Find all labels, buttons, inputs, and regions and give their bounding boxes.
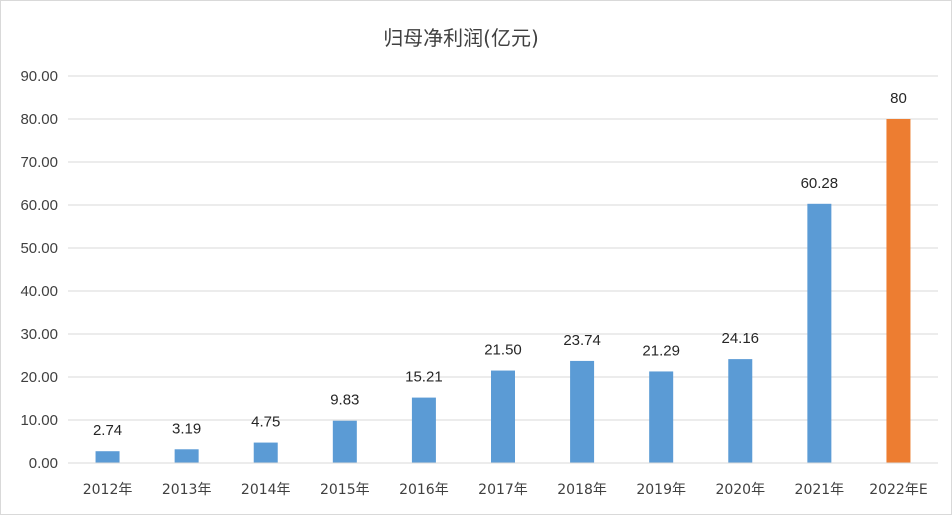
y-tick-label: 0.00 [29,455,58,472]
y-tick-label: 50.00 [20,240,58,257]
y-tick-label: 70.00 [20,154,58,171]
x-tick-label: 2012年 [83,482,133,498]
x-tick-label: 2013年 [162,482,212,498]
bar [411,397,436,463]
bar [649,371,674,463]
bar [728,359,753,463]
data-label: 24.16 [721,330,759,347]
x-tick-label: 2015年 [320,482,370,498]
chart-title: 归母净利润(亿元) [383,26,539,50]
data-label: 3.19 [172,420,201,437]
data-labels: 2.74 3.19 4.75 9.83 15.21 21.50 23.74 21.29 24.1… [93,90,907,439]
bar [491,370,515,463]
x-tick-label: 2020年 [715,482,765,498]
bar [570,360,595,463]
data-label: 21.50 [484,342,522,359]
x-tick-label: 2016年 [399,482,449,498]
data-label: 21.29 [642,342,680,359]
bar [332,420,357,463]
y-tick-label: 80.00 [20,111,58,128]
data-label: 80 [890,90,907,107]
y-tick-label: 20.00 [20,369,58,386]
y-tick-label: 40.00 [20,283,58,300]
x-tick-label: 2014年 [241,482,291,498]
data-label: 15.21 [405,369,443,386]
data-label: 60.28 [801,175,839,192]
bar [95,451,120,463]
y-tick-label: 30.00 [20,326,58,343]
y-axis-ticks: 0.00 10.00 20.00 30.00 40.00 50.00 60.00 70.00 8… [20,68,58,472]
x-tick-label: 2019年 [636,482,686,498]
x-tick-label: 2018年 [557,482,607,498]
x-axis-ticks: 2012年 2013年 2014年 2015年 2016年 2017年 2018年 2019年… [83,482,928,498]
y-tick-label: 10.00 [20,412,58,429]
bar [253,442,278,463]
x-tick-label: 2021年 [795,482,845,498]
bars [95,119,911,463]
data-label: 23.74 [563,332,601,349]
x-tick-label: 2022年E [869,482,927,498]
x-tick-label: 2017年 [478,482,528,498]
bar [807,203,832,463]
y-tick-label: 90.00 [20,68,58,85]
data-label: 9.83 [330,392,359,409]
bar [886,119,911,463]
data-label: 4.75 [251,414,280,431]
bar [174,449,199,463]
data-label: 2.74 [93,422,122,439]
y-tick-label: 60.00 [20,197,58,214]
gridlines [68,75,938,421]
